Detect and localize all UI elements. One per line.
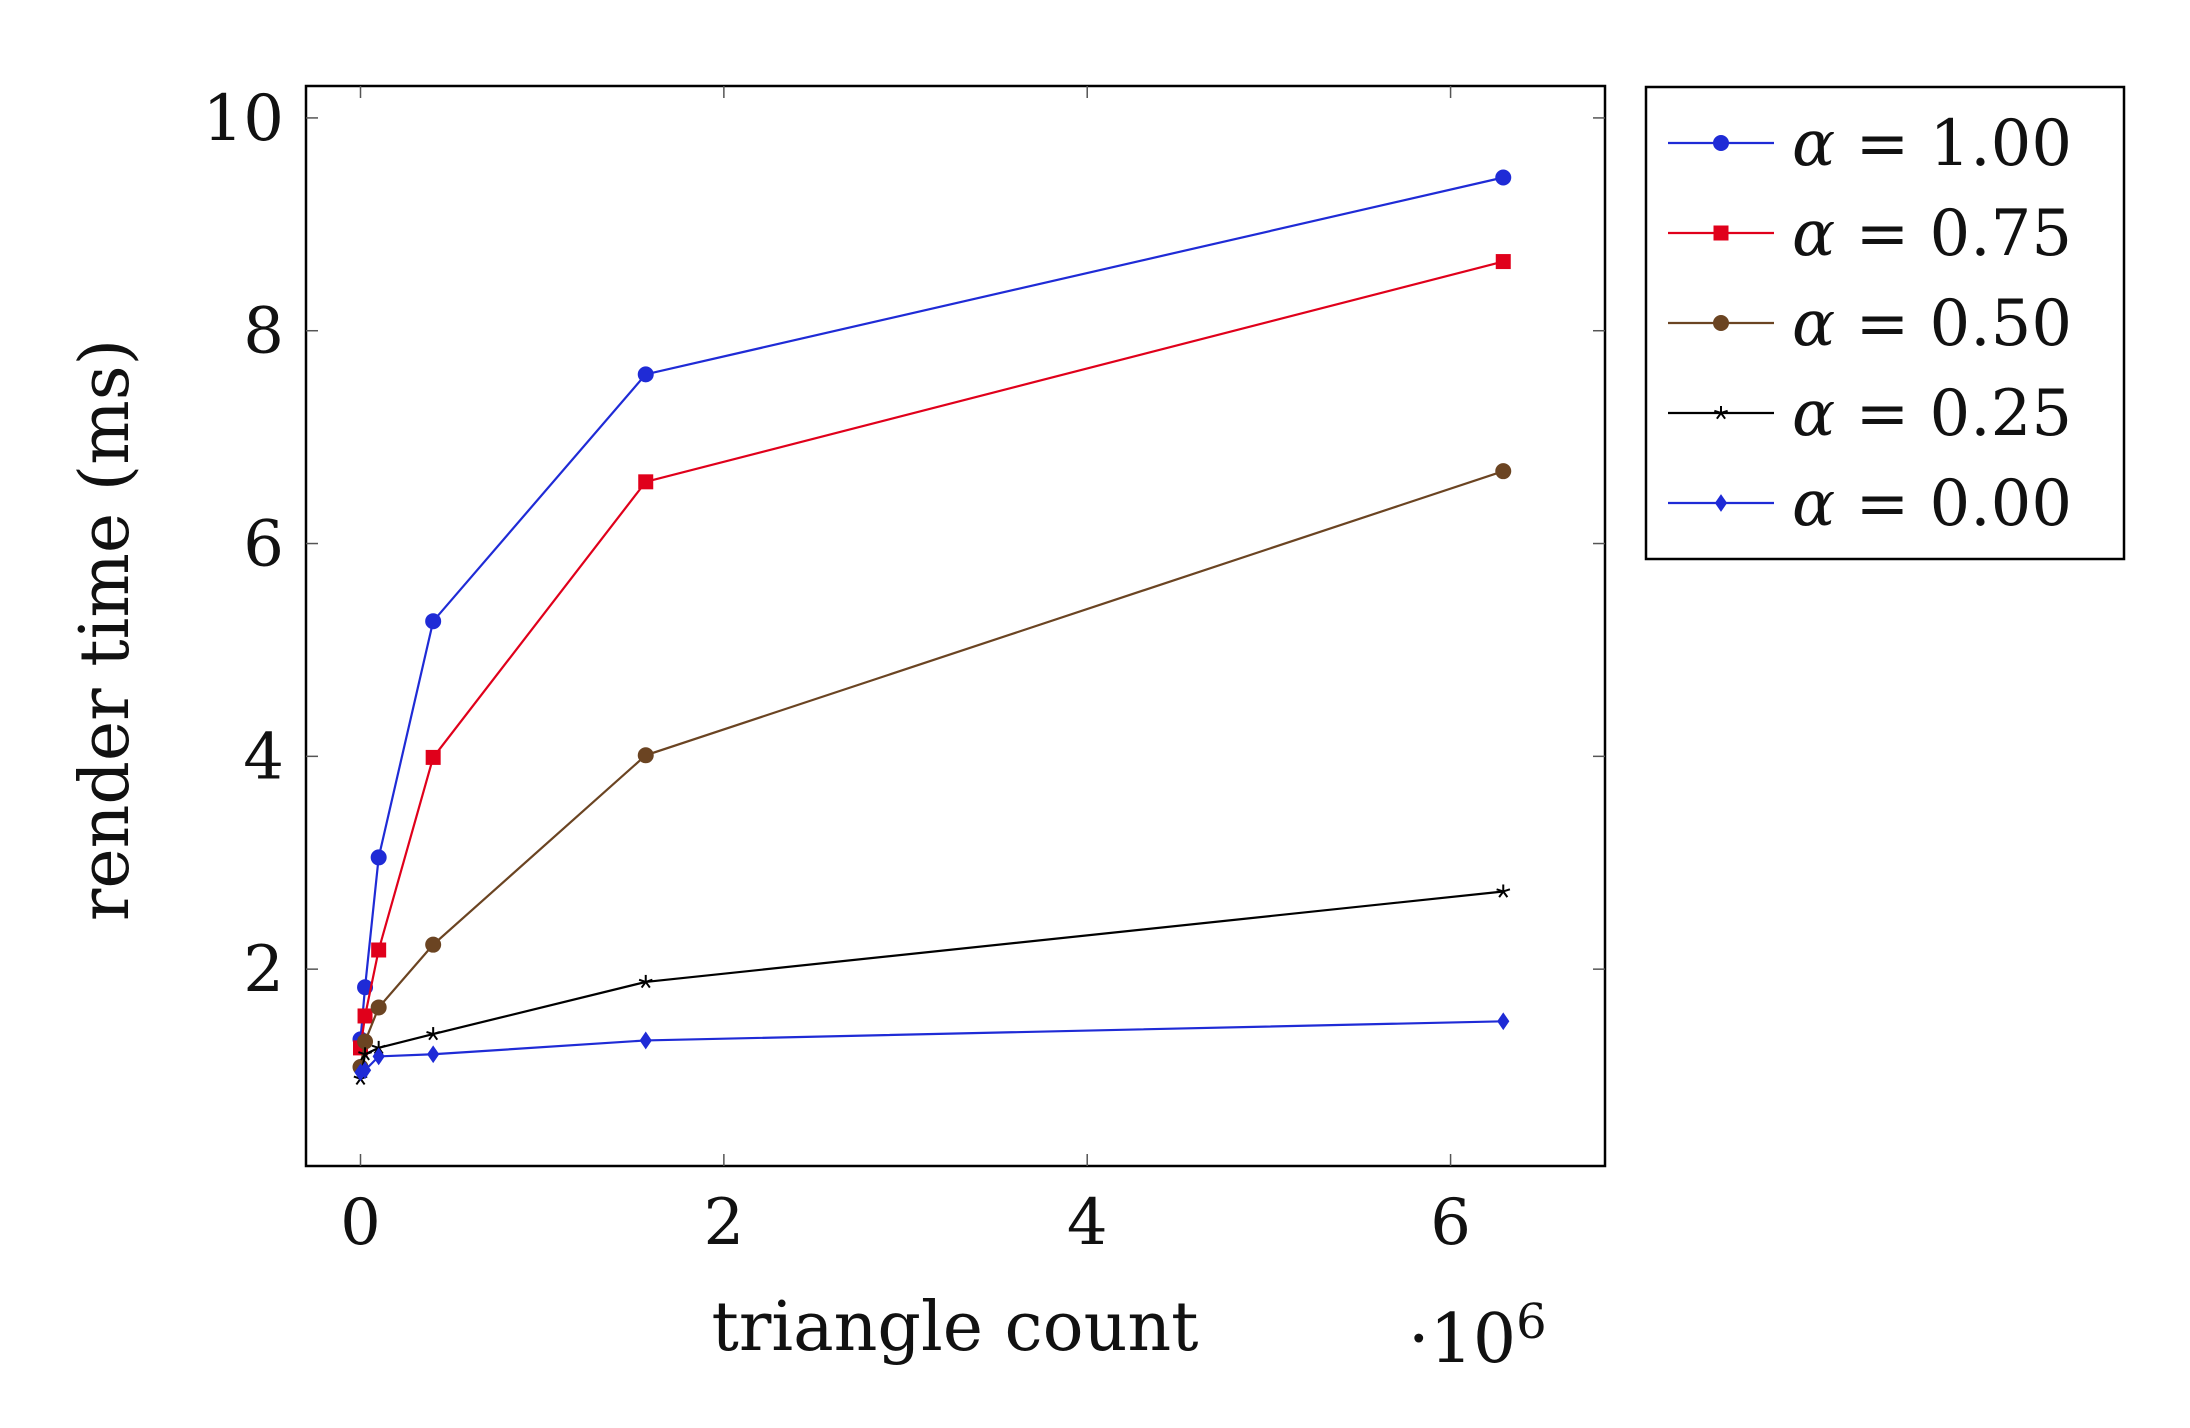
series-1 — [353, 254, 1511, 1056]
star-ray — [645, 978, 653, 983]
star-ray — [432, 1033, 439, 1041]
x-tick-label: 2 — [704, 1186, 745, 1260]
data-point — [425, 749, 441, 765]
legend-label: α = 0.00 — [1792, 467, 2072, 541]
legend-label: α = 0.25 — [1792, 377, 2072, 451]
plot-area — [352, 169, 1512, 1085]
data-point — [1496, 884, 1511, 898]
y-axis-title: render time (ms) — [66, 339, 145, 921]
series-line — [359, 890, 1504, 1079]
legend-label: α = 0.75 — [1792, 197, 2072, 271]
series-2 — [352, 463, 1512, 1076]
legend-item-0: α = 1.00 — [1668, 107, 2072, 181]
data-point — [638, 474, 654, 490]
data-point — [370, 849, 387, 866]
y-tick-label: 10 — [203, 82, 284, 156]
y-tick-label: 2 — [243, 933, 284, 1007]
star-ray — [360, 1053, 366, 1061]
data-point — [425, 613, 442, 630]
data-point — [1495, 254, 1511, 270]
x-axis-multiplier: ·106 — [1408, 1294, 1547, 1379]
x-tick-label: 4 — [1067, 1186, 1108, 1260]
legend-symbol: α — [1792, 287, 1835, 361]
star-ray — [378, 1044, 386, 1049]
legend-item-4: α = 0.00 — [1668, 467, 2072, 541]
y-tick-label: 6 — [243, 508, 284, 582]
series-4 — [354, 1012, 1510, 1082]
data-point — [357, 1008, 373, 1024]
legend-marker — [1714, 494, 1728, 512]
legend-symbol: α — [1792, 467, 1835, 541]
star-ray — [1714, 409, 1722, 414]
series-line — [359, 470, 1504, 1068]
data-point — [639, 1031, 652, 1050]
x-axis-multiplier-exponent: 6 — [1516, 1294, 1547, 1350]
data-point — [372, 1047, 385, 1066]
legend-symbol: α — [1792, 197, 1835, 271]
data-point — [426, 1027, 441, 1041]
star-ray — [644, 981, 651, 989]
legend-marker — [1714, 406, 1728, 420]
data-point — [1497, 1012, 1510, 1031]
star-ray — [1720, 412, 1726, 420]
series-3 — [353, 884, 1511, 1085]
data-point — [637, 747, 654, 764]
series-0 — [352, 169, 1512, 1048]
legend-value: = 0.00 — [1835, 467, 2072, 541]
x-tick-label: 6 — [1430, 1186, 1471, 1260]
star-ray — [1716, 412, 1722, 420]
star-ray — [428, 1033, 434, 1041]
star-ray — [364, 1051, 373, 1056]
legend-label: α = 0.50 — [1792, 287, 2072, 361]
legend-value: = 0.75 — [1835, 197, 2072, 271]
legend-symbol: α — [1792, 107, 1835, 181]
star-ray — [1502, 890, 1509, 898]
star-ray — [1496, 888, 1504, 893]
data-point — [1495, 169, 1512, 186]
plot-frame — [304, 84, 1607, 1168]
star-ray — [426, 1030, 434, 1036]
star-ray — [640, 981, 647, 989]
data-point — [371, 942, 387, 958]
data-point — [1495, 463, 1512, 480]
star-ray — [1502, 888, 1511, 893]
y-tick-label: 8 — [243, 295, 284, 369]
star-ray — [638, 978, 647, 983]
star-ray — [1498, 890, 1505, 898]
legend-value: = 0.25 — [1835, 377, 2072, 451]
axes: 0 2 4 6 2 4 6 8 10 — [203, 82, 1607, 1260]
data-point — [358, 1047, 373, 1061]
series-line — [360, 1020, 1504, 1074]
legend-label: α = 1.00 — [1792, 107, 2072, 181]
star-ray — [358, 1051, 366, 1056]
data-point — [370, 999, 387, 1016]
x-tick-label: 0 — [340, 1186, 381, 1260]
legend-symbol: α — [1792, 377, 1835, 451]
data-point — [638, 974, 653, 989]
star-ray — [1720, 409, 1728, 414]
legend-marker — [1713, 225, 1729, 241]
series-line — [359, 176, 1504, 1040]
legend-item-3: α = 0.25 — [1668, 377, 2072, 451]
star-ray — [371, 1044, 379, 1049]
data-point — [425, 936, 442, 953]
legend: α = 1.00α = 0.75α = 0.50α = 0.25α = 0.00 — [1644, 85, 2126, 561]
legend-value: = 0.50 — [1835, 287, 2072, 361]
data-point — [427, 1045, 440, 1064]
series-line — [359, 260, 1504, 1049]
data-point — [357, 1033, 374, 1050]
data-point — [357, 979, 374, 996]
star-ray — [364, 1053, 370, 1061]
data-point — [358, 1061, 372, 1080]
star-ray — [432, 1030, 441, 1036]
x-axis-title: triangle count — [712, 1288, 1199, 1367]
y-tick-label: 4 — [243, 720, 284, 794]
legend-marker — [1713, 315, 1729, 331]
legend-marker — [1713, 135, 1729, 151]
legend-value: = 1.00 — [1835, 107, 2072, 181]
legend-item-2: α = 0.50 — [1668, 287, 2072, 361]
legend-item-1: α = 0.75 — [1668, 197, 2072, 271]
data-point — [637, 366, 654, 383]
